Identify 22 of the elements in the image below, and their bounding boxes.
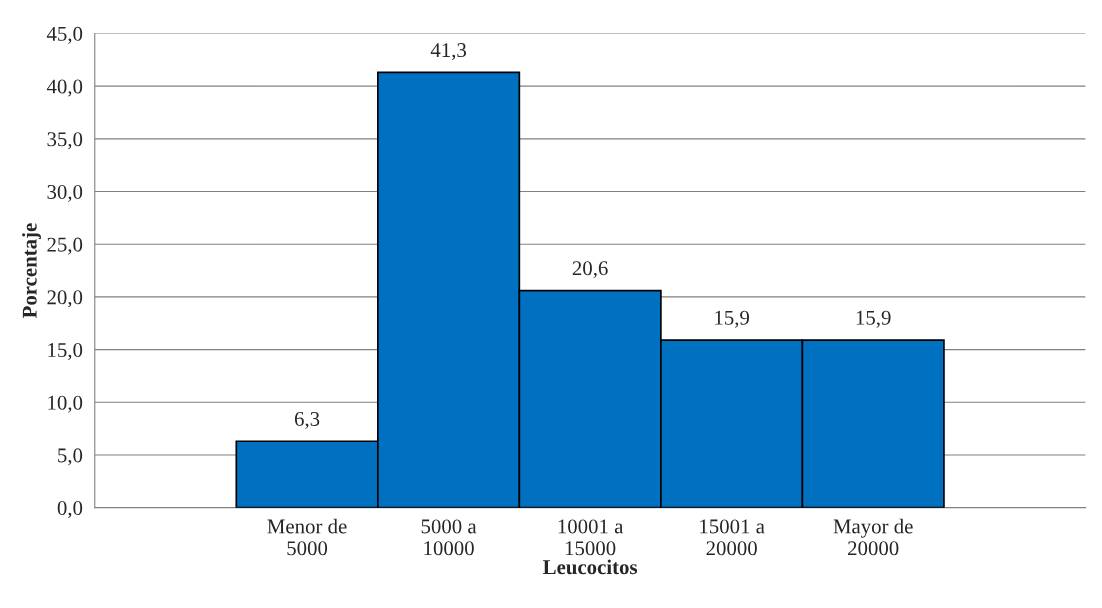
x-tick-label: 15001 a 20000	[700, 519, 765, 556]
x-tick-label: 10001 a 15000	[558, 519, 624, 556]
data-label: 6,3	[294, 411, 320, 429]
y-tick-label: 40,0	[46, 79, 83, 97]
x-tick-label: Menor de 5000	[267, 518, 347, 556]
y-tick-label: 35,0	[47, 132, 83, 150]
x-tick-label: 5000 a 10000	[421, 519, 477, 556]
data-label: 15,9	[856, 310, 891, 328]
y-tick-label: 25,0	[47, 237, 83, 255]
y-axis-title: Porcentaje	[22, 223, 41, 319]
y-tick-label: 15,0	[48, 342, 83, 361]
y-tick-label: 30,0	[47, 184, 83, 202]
y-tick-label: 45,0	[46, 26, 83, 44]
y-tick-label: 0,0	[57, 501, 83, 519]
y-tick-label: 20,0	[47, 290, 83, 308]
data-label: 41,3	[430, 43, 467, 61]
x-tick-label: Mayor de 20000	[833, 518, 913, 556]
data-label: 15,9	[715, 310, 750, 328]
x-axis-title: Leucocitos	[543, 559, 638, 575]
y-tick-label: 5,0	[58, 448, 83, 466]
data-label: 20,6	[572, 261, 608, 279]
y-tick-label: 10,0	[48, 395, 83, 413]
